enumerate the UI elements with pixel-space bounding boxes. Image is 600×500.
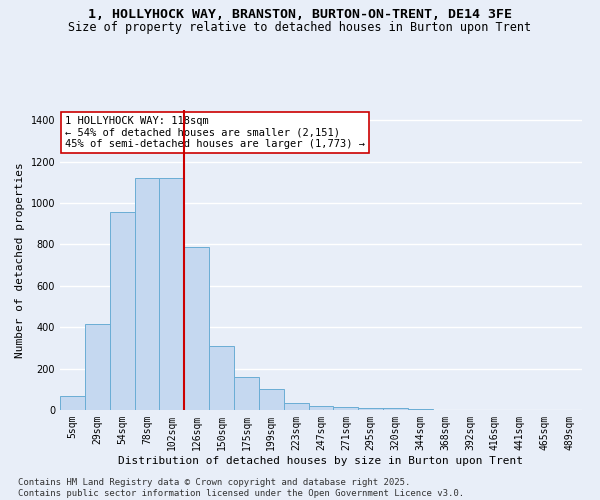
Text: 1 HOLLYHOCK WAY: 118sqm
← 54% of detached houses are smaller (2,151)
45% of semi: 1 HOLLYHOCK WAY: 118sqm ← 54% of detache… <box>65 116 365 149</box>
Bar <box>358 408 383 410</box>
Bar <box>110 212 134 410</box>
Bar <box>334 407 358 410</box>
Bar <box>184 246 209 410</box>
Bar <box>234 377 259 410</box>
Text: 1, HOLLYHOCK WAY, BRANSTON, BURTON-ON-TRENT, DE14 3FE: 1, HOLLYHOCK WAY, BRANSTON, BURTON-ON-TR… <box>88 8 512 20</box>
Bar <box>259 390 284 410</box>
Text: Contains HM Land Registry data © Crown copyright and database right 2025.
Contai: Contains HM Land Registry data © Crown c… <box>18 478 464 498</box>
Bar <box>209 346 234 410</box>
Bar <box>383 408 408 410</box>
Y-axis label: Number of detached properties: Number of detached properties <box>15 162 25 358</box>
Bar <box>284 403 308 410</box>
Bar <box>134 178 160 410</box>
Bar <box>308 406 334 410</box>
Bar <box>160 178 184 410</box>
Bar <box>60 396 85 410</box>
X-axis label: Distribution of detached houses by size in Burton upon Trent: Distribution of detached houses by size … <box>119 456 523 466</box>
Bar <box>85 324 110 410</box>
Text: Size of property relative to detached houses in Burton upon Trent: Size of property relative to detached ho… <box>68 21 532 34</box>
Bar <box>408 409 433 410</box>
